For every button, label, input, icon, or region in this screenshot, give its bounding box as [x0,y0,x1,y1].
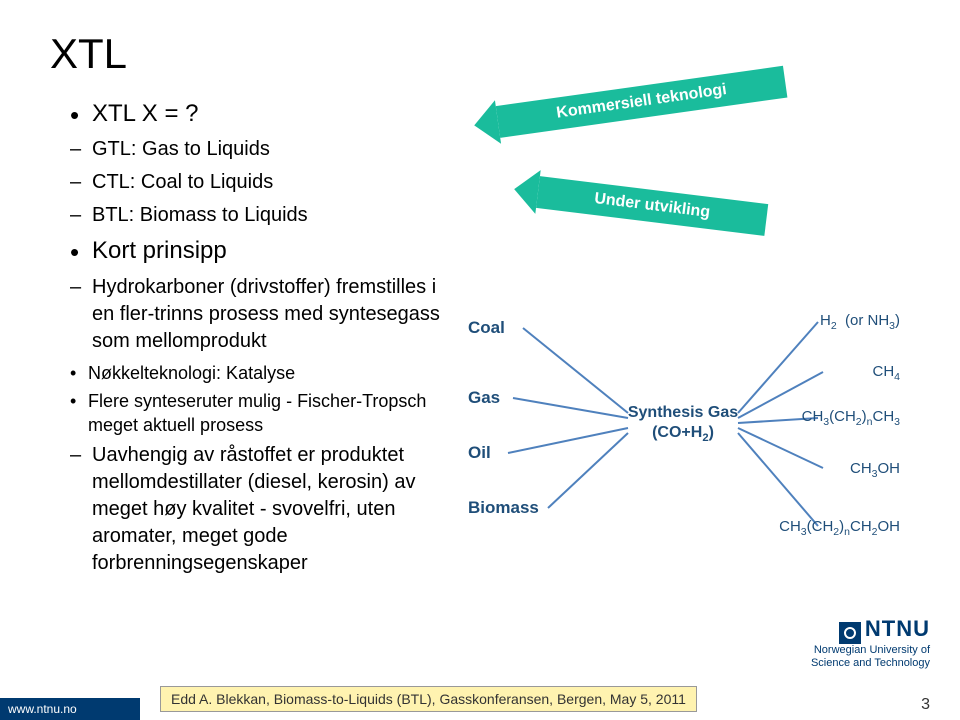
output-0: H2 (or NH3) [820,312,900,332]
dash-gtl: GTL: Gas to Liquids [70,136,458,163]
ntnu-logo: NTNU Norwegian University of Science and… [811,616,930,670]
dash-ctl: CTL: Coal to Liquids [70,169,458,196]
content-row: XTL X = ? GTL: Gas to Liquids CTL: Coal … [50,98,910,598]
ntnu-url-bar: www.ntnu.no [0,698,140,720]
output-3: CH3OH [850,460,900,480]
arrow-commercial-label: Kommersiell teknologi [497,73,787,131]
output-2: CH3(CH2)nCH3 [802,408,900,428]
ntnu-sub1: Norwegian University of [814,644,930,656]
input-gas: Gas [468,388,500,408]
footer: www.ntnu.no Edd A. Blekkan, Biomass-to-L… [0,680,960,720]
dash-uavhengig: Uavhengig av råstoffet er produktet mell… [70,442,458,577]
center-node: Synthesis Gas (CO+H2) [618,403,748,445]
input-oil: Oil [468,443,491,463]
center-line1: Synthesis Gas [628,404,738,421]
arrow-development-label: Under utvikling [537,183,767,229]
diagram-column: Kommersiell teknologi Under utvikling Co… [468,98,910,598]
sub-katalyse: Nøkkelteknologi: Katalyse [70,361,458,385]
dash-hydro: Hydrokarboner (drivstoffer) fremstilles … [70,274,458,355]
slide: XTL XTL X = ? GTL: Gas to Liquids CTL: C… [0,0,960,720]
bullet-prinsipp: Kort prinsipp [70,235,458,267]
input-coal: Coal [468,318,505,338]
bullet-column: XTL X = ? GTL: Gas to Liquids CTL: Coal … [50,98,458,583]
page-number: 3 [921,696,930,714]
center-line2: (CO+H2) [652,424,714,441]
output-4: CH3(CH2)nCH2OH [779,518,900,538]
ntnu-sub2: Science and Technology [811,657,930,669]
synthesis-diagram: CoalGasOilBiomass Synthesis Gas (CO+H2) … [468,308,910,568]
arrow-development: Under utvikling [536,176,768,236]
footer-reference: Edd A. Blekkan, Biomass-to-Liquids (BTL)… [160,686,697,712]
ntnu-logo-icon [839,622,861,644]
bullet-xtl: XTL X = ? [70,98,458,130]
dash-btl: BTL: Biomass to Liquids [70,202,458,229]
input-biomass: Biomass [468,498,539,518]
output-1: CH4 [872,363,900,383]
sub-ft: Flere synteseruter mulig - Fischer-Trops… [70,389,458,438]
ntnu-name: NTNU [865,616,930,641]
